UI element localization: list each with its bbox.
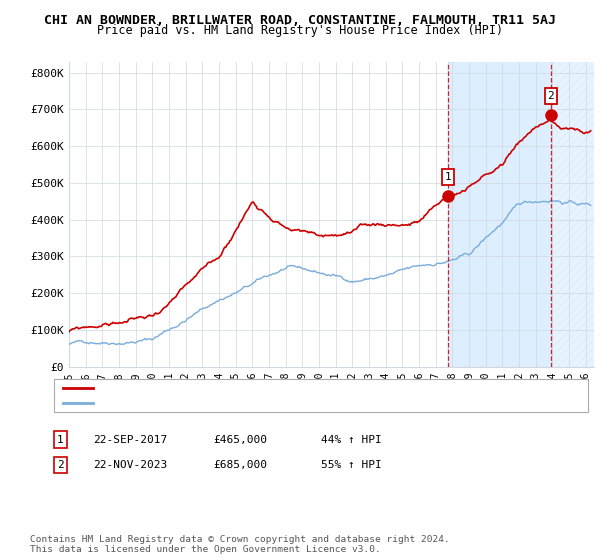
Text: 22-SEP-2017: 22-SEP-2017 (93, 435, 167, 445)
Text: 2: 2 (547, 91, 554, 101)
Text: CHI AN BOWNDER, BRILLWATER ROAD, CONSTANTINE, FALMOUTH, TR11 5AJ: CHI AN BOWNDER, BRILLWATER ROAD, CONSTAN… (44, 14, 556, 27)
Text: Price paid vs. HM Land Registry's House Price Index (HPI): Price paid vs. HM Land Registry's House … (97, 24, 503, 37)
Text: 1: 1 (444, 172, 451, 182)
Text: Contains HM Land Registry data © Crown copyright and database right 2024.
This d: Contains HM Land Registry data © Crown c… (30, 535, 450, 554)
Text: 55% ↑ HPI: 55% ↑ HPI (321, 460, 382, 470)
Bar (551, 62, 594, 367)
Text: £685,000: £685,000 (213, 460, 267, 470)
Text: CHI AN BOWNDER, BRILLWATER ROAD, CONSTANTINE, FALMOUTH, TR11 5AJ (detached: CHI AN BOWNDER, BRILLWATER ROAD, CONSTAN… (99, 383, 543, 393)
Text: HPI: Average price, detached house, Cornwall: HPI: Average price, detached house, Corn… (99, 398, 363, 408)
Text: 22-NOV-2023: 22-NOV-2023 (93, 460, 167, 470)
Bar (448, 62, 551, 367)
Text: £465,000: £465,000 (213, 435, 267, 445)
Text: 44% ↑ HPI: 44% ↑ HPI (321, 435, 382, 445)
Text: 1: 1 (57, 435, 64, 445)
Text: 2: 2 (57, 460, 64, 470)
